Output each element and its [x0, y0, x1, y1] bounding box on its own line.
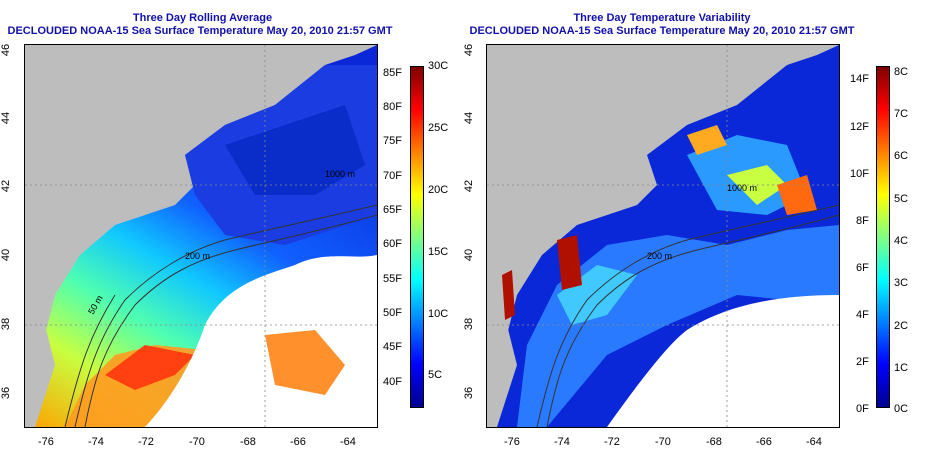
left-colorbar-c-label: 5C [428, 369, 443, 381]
right-x-tick: -76 [504, 436, 520, 448]
right-colorbar-c-label: 6C [894, 150, 909, 162]
right-map-subtitle: DECLOUDED NOAA-15 Sea Surface Temperatur… [469, 25, 855, 37]
left-colorbar-f-label: 85F [383, 67, 402, 79]
left-x-tick: -76 [38, 436, 54, 448]
left-colorbar-f-label: 50F [383, 307, 402, 319]
right-colorbar-f-label: 4F [856, 309, 869, 321]
right-colorbar-f-label: 10F [850, 168, 869, 180]
right-x-tick: -74 [554, 436, 570, 448]
left-colorbar-f-label: 80F [383, 101, 402, 113]
left-contour-label-200m: 200 m [185, 251, 210, 261]
left-colorbar-c-label: 15C [428, 246, 449, 258]
right-x-tick: -70 [655, 436, 671, 448]
left-x-tick: -68 [240, 436, 256, 448]
right-x-tick: -66 [756, 436, 772, 448]
left-x-tick: -72 [138, 436, 154, 448]
right-colorbar-f-label: 8F [856, 215, 869, 227]
right-colorbar-c-label: 4C [894, 235, 909, 247]
left-y-tick: 38 [0, 317, 13, 331]
right-colorbar-f-label: 14F [850, 73, 869, 85]
right-y-tick: 38 [463, 317, 476, 331]
right-y-tick: 42 [463, 179, 476, 193]
left-colorbar-c-label: 20C [428, 184, 449, 196]
right-colorbar-c-label: 7C [894, 108, 909, 120]
left-x-tick: -74 [88, 436, 104, 448]
right-colorbar-f-label: 6F [856, 262, 869, 274]
right-colorbar [876, 66, 890, 408]
left-colorbar-c-label: 30C [428, 60, 449, 72]
right-colorbar-f-label: 12F [850, 121, 869, 133]
right-y-tick: 40 [463, 248, 476, 262]
right-map-title: Three Day Temperature Variability [573, 12, 751, 24]
left-y-tick: 46 [0, 43, 13, 57]
left-y-tick: 42 [0, 179, 13, 193]
right-variability-map-graphic: 200 m 1000 m [487, 45, 839, 427]
right-y-tick: 46 [463, 43, 476, 57]
left-y-tick: 44 [0, 111, 13, 125]
right-colorbar-c-label: 1C [894, 362, 909, 374]
right-colorbar-f-label: 2F [856, 356, 869, 368]
right-colorbar-f-label: 0F [856, 403, 869, 415]
left-x-tick: -70 [189, 436, 205, 448]
right-x-tick: -72 [604, 436, 620, 448]
left-contour-label-1000m: 1000 m [325, 169, 355, 179]
left-colorbar-f-label: 40F [383, 376, 402, 388]
left-sst-map: 200 m 1000 m 50 m [24, 44, 378, 428]
left-colorbar-f-label: 45F [383, 341, 402, 353]
right-variability-map: 200 m 1000 m [486, 44, 840, 428]
left-colorbar-c-label: 10C [428, 308, 449, 320]
left-colorbar-f-label: 70F [383, 170, 402, 182]
right-colorbar-c-label: 5C [894, 193, 909, 205]
right-y-tick: 44 [463, 111, 476, 125]
right-colorbar-c-label: 3C [894, 277, 909, 289]
left-map-title: Three Day Rolling Average [132, 12, 273, 24]
left-map-subtitle: DECLOUDED NOAA-15 Sea Surface Temperatur… [7, 25, 393, 37]
left-colorbar [410, 66, 424, 408]
left-colorbar-f-label: 55F [383, 273, 402, 285]
left-y-tick: 40 [0, 248, 13, 262]
right-colorbar-c-label: 8C [894, 66, 909, 78]
right-colorbar-c-label: 0C [894, 403, 909, 415]
left-x-tick: -64 [340, 436, 356, 448]
right-colorbar-c-label: 2C [894, 320, 909, 332]
right-contour-label-1000m: 1000 m [727, 183, 757, 193]
left-colorbar-f-label: 75F [383, 135, 402, 147]
left-colorbar-f-label: 65F [383, 204, 402, 216]
left-colorbar-c-label: 25C [428, 122, 449, 134]
left-y-tick: 36 [0, 386, 13, 400]
left-sst-map-graphic: 200 m 1000 m 50 m [25, 45, 377, 427]
left-x-tick: -66 [290, 436, 306, 448]
right-contour-label-200m: 200 m [647, 251, 672, 261]
left-colorbar-f-label: 60F [383, 238, 402, 250]
right-x-tick: -68 [706, 436, 722, 448]
right-y-tick: 36 [463, 386, 476, 400]
right-x-tick: -64 [806, 436, 822, 448]
